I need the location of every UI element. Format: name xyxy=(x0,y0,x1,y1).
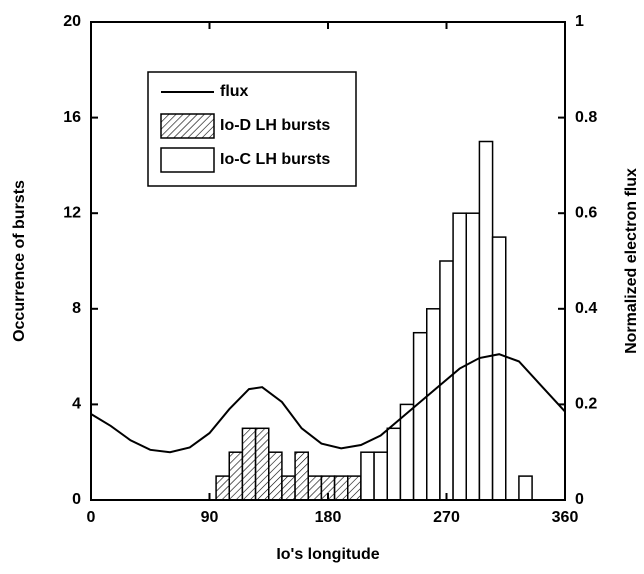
legend-label: Io-D LH bursts xyxy=(220,117,330,134)
histogram-bar xyxy=(452,212,468,501)
y-tick-label: 0 xyxy=(72,491,81,508)
legend-swatch xyxy=(160,147,215,173)
y2-tick-label: 1 xyxy=(575,13,584,30)
legend-label: flux xyxy=(220,83,249,100)
x-axis-label: Io's longitude xyxy=(276,546,379,563)
y-tick-label: 4 xyxy=(72,396,81,413)
histogram-bar xyxy=(478,140,494,501)
histogram-bar xyxy=(465,212,481,501)
histogram-bar xyxy=(268,451,283,501)
y-tick-label: 16 xyxy=(63,109,81,126)
flux-line xyxy=(90,353,566,454)
histogram-bar xyxy=(373,451,389,501)
legend: flux Io-D LH bursts Io-C LH bursts xyxy=(147,71,357,187)
legend-swatch xyxy=(160,113,215,139)
histogram-bar xyxy=(399,403,415,501)
y-tick-label: 20 xyxy=(63,13,81,30)
histogram-bar xyxy=(347,475,362,501)
histogram-bar xyxy=(215,475,230,501)
y2-tick-label: 0.2 xyxy=(575,396,597,413)
y-axis-label: Occurrence of bursts xyxy=(11,180,28,342)
y2-tick-label: 0.8 xyxy=(575,109,597,126)
histogram-bar xyxy=(412,331,428,501)
histogram-bar xyxy=(228,451,244,501)
histogram-bar xyxy=(426,308,441,501)
y2-axis-label: Normalized electron flux xyxy=(623,168,640,354)
histogram-bar xyxy=(333,475,349,501)
histogram-bar xyxy=(294,451,310,501)
histogram-bar xyxy=(491,236,507,501)
y2-tick-label: 0 xyxy=(575,491,584,508)
y2-tick-label: 0.4 xyxy=(575,300,597,317)
y-tick-label: 8 xyxy=(72,300,81,317)
y2-tick-label: 0.6 xyxy=(575,204,597,221)
x-tick-label: 270 xyxy=(433,509,460,526)
y-tick-label: 12 xyxy=(63,204,81,221)
x-tick-label: 180 xyxy=(315,509,342,526)
plot-area xyxy=(90,140,566,501)
x-tick-label: 90 xyxy=(201,509,219,526)
histogram-bar xyxy=(281,475,296,501)
x-tick-label: 0 xyxy=(87,509,96,526)
histogram-bar xyxy=(307,475,323,501)
x-tick-label: 360 xyxy=(552,509,579,526)
histogram-bar xyxy=(241,427,257,501)
histogram-bar xyxy=(360,451,375,501)
histogram-bar xyxy=(518,475,533,501)
histogram-bar xyxy=(254,427,270,501)
histogram-bar xyxy=(386,427,402,501)
legend-label: Io-C LH bursts xyxy=(220,151,330,168)
